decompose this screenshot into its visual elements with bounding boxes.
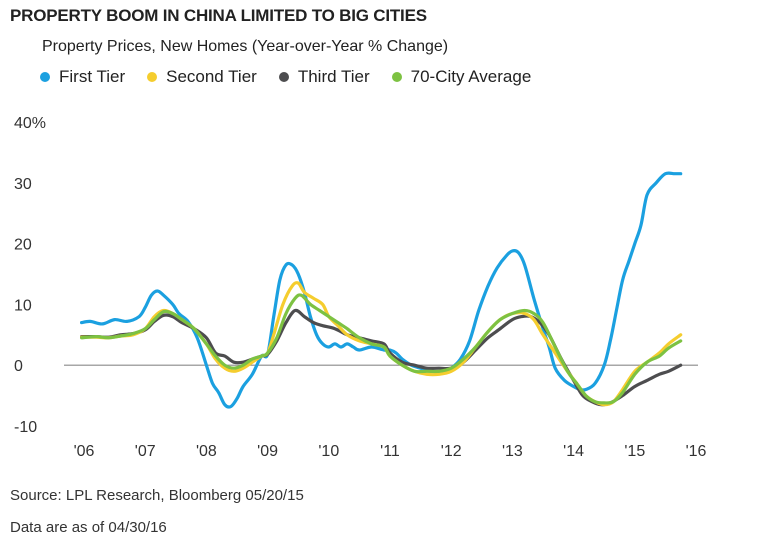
legend-item-second-tier: Second Tier [147, 67, 257, 87]
y-tick-label: 20 [14, 237, 32, 254]
y-tick-label: 0 [14, 358, 23, 375]
legend-item-first-tier: First Tier [40, 67, 125, 87]
x-axis-tick-labels: '06 '07 '08 '09 '10 '11 '12 '13 '14 '15 '16 [74, 443, 707, 460]
x-tick-label: '13 [502, 443, 523, 460]
legend-swatch-first-tier [40, 72, 50, 82]
legend-item-third-tier: Third Tier [278, 67, 370, 87]
series-line-70-city-average [80, 293, 683, 405]
legend-label-first-tier: First Tier [59, 67, 126, 86]
x-tick-label: '16 [686, 443, 707, 460]
chart-title: PROPERTY BOOM IN CHINA LIMITED TO BIG CI… [10, 6, 427, 25]
series-line-third-tier [80, 308, 683, 407]
legend-swatch-70-city-average [391, 72, 402, 82]
x-tick-label: '15 [624, 443, 645, 460]
y-tick-label: 30 [14, 176, 32, 193]
x-tick-label: '09 [257, 443, 278, 460]
legend-label-third-tier: Third Tier [297, 67, 370, 86]
legend-label-70-city-average: 70-City Average [410, 67, 532, 86]
x-tick-label: '10 [318, 443, 339, 460]
y-tick-label: 40% [14, 115, 46, 132]
legend-swatch-third-tier [278, 72, 289, 82]
x-tick-label: '08 [196, 443, 217, 460]
x-tick-label: '12 [441, 443, 462, 460]
x-tick-label: '06 [74, 443, 95, 460]
x-tick-label: '07 [135, 443, 156, 460]
legend-swatch-second-tier [147, 72, 158, 82]
series-line-first-tier [80, 171, 683, 409]
x-tick-label: '11 [380, 443, 400, 460]
x-tick-label: '14 [563, 443, 584, 460]
legend-label-second-tier: Second Tier [166, 67, 257, 86]
y-tick-label: -10 [14, 419, 37, 436]
y-tick-label: 10 [14, 297, 32, 314]
chart-legend: First Tier Second Tier Third Tier 70-Cit… [40, 67, 553, 87]
source-note: Source: LPL Research, Bloomberg 05/20/15 [10, 487, 304, 504]
series-lines [80, 171, 683, 409]
chart-subtitle: Property Prices, New Homes (Year-over-Ye… [42, 38, 449, 55]
legend-item-70-city-average: 70-City Average [391, 67, 532, 87]
data-as-of-note: Data are as of 04/30/16 [10, 519, 167, 536]
y-axis-tick-labels: 40% 30 20 10 0 -10 [14, 115, 46, 436]
